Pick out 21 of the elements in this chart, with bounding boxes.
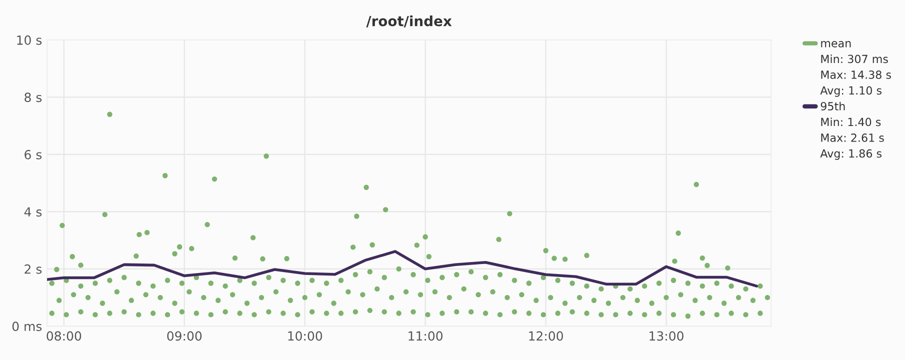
x-tick-label: 13:00 xyxy=(650,331,684,341)
chart-title: /root/index xyxy=(366,16,452,28)
text: Min: 307 ms xyxy=(821,54,888,64)
y-tick-label: 6 s xyxy=(24,150,42,160)
legend-label: mean xyxy=(821,41,851,48)
legend-label: 95th xyxy=(820,102,845,110)
text: Avg: 1.86 s xyxy=(820,149,882,160)
text: Avg: 1.10 s xyxy=(820,86,882,97)
x-tick-label: 11:00 xyxy=(408,331,443,341)
y-tick-label: 0 ms xyxy=(12,322,42,332)
y-tick-label: 2 s xyxy=(24,264,42,274)
x-tick-label: 10:00 xyxy=(288,331,322,341)
x-tick-label: 12:00 xyxy=(529,331,563,341)
x-tick-label: 09:00 xyxy=(167,331,202,341)
x-tick-label: 08:00 xyxy=(46,331,82,341)
text: Min: 1.40 s xyxy=(821,118,881,126)
text: Max: 2.61 s xyxy=(821,134,884,142)
y-tick-label: 8 s xyxy=(24,92,42,102)
y-tick-label: 4 s xyxy=(24,207,42,217)
y-tick-label: 10 s xyxy=(17,35,42,45)
text: Max: 14.38 s xyxy=(821,70,891,79)
